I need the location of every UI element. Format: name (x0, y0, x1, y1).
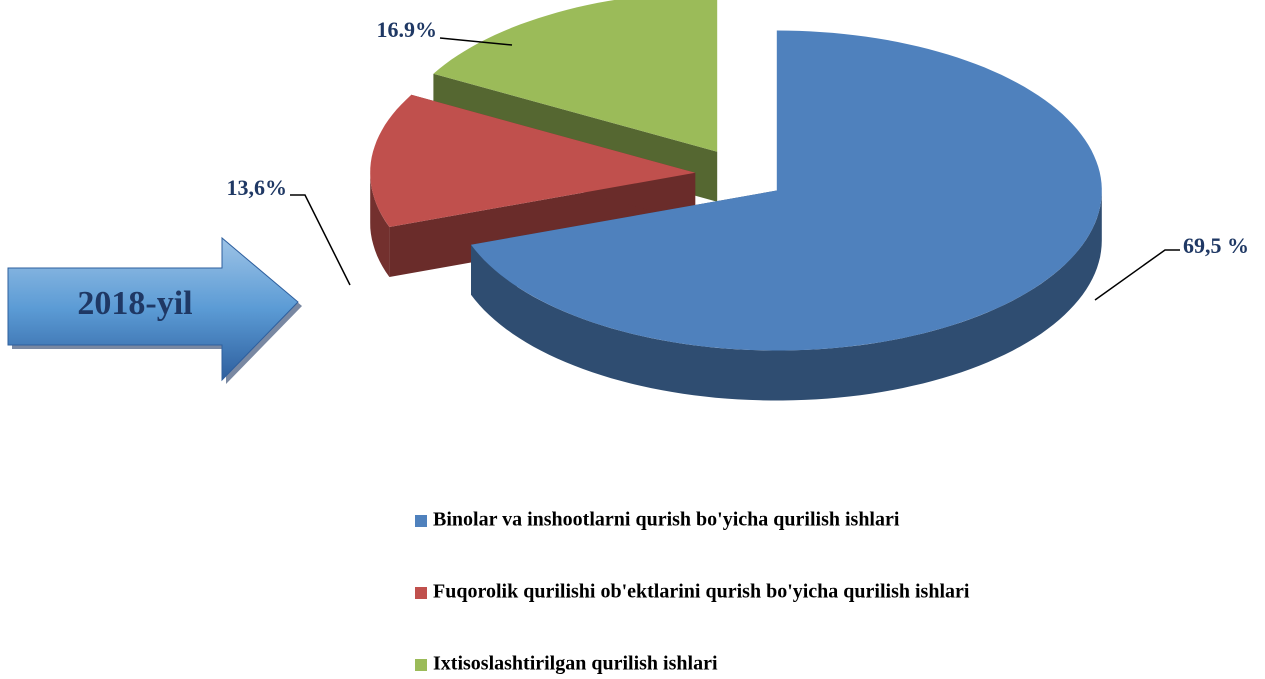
arrow (7, 236, 299, 382)
slice (433, 0, 718, 152)
annotation: 2018-yil (77, 285, 192, 322)
value-label: 69,5 % (1183, 233, 1249, 258)
legend-label: Binolar va inshootlarni qurish bo'yicha … (433, 509, 900, 531)
value-label: 16.9% (377, 17, 438, 42)
slice (471, 30, 1102, 351)
legend-swatch (415, 515, 427, 527)
slice-side (370, 172, 390, 277)
legend-swatch (415, 587, 427, 599)
legend: Binolar va inshootlarni qurish bo'yicha … (415, 509, 970, 675)
legend-label: Ixtisoslashtirilgan qurilish ishlari (433, 653, 718, 675)
legend-label: Fuqorolik qurilishi ob'ektlarini qurish … (433, 581, 970, 603)
value-label: 13,6% (227, 175, 288, 200)
leader-line (290, 194, 351, 286)
slice (370, 94, 696, 227)
leader-line (1094, 249, 1180, 301)
pie (370, 0, 1102, 401)
legend-swatch (415, 659, 427, 671)
slice-side (471, 190, 1102, 401)
leader-line (439, 37, 513, 46)
